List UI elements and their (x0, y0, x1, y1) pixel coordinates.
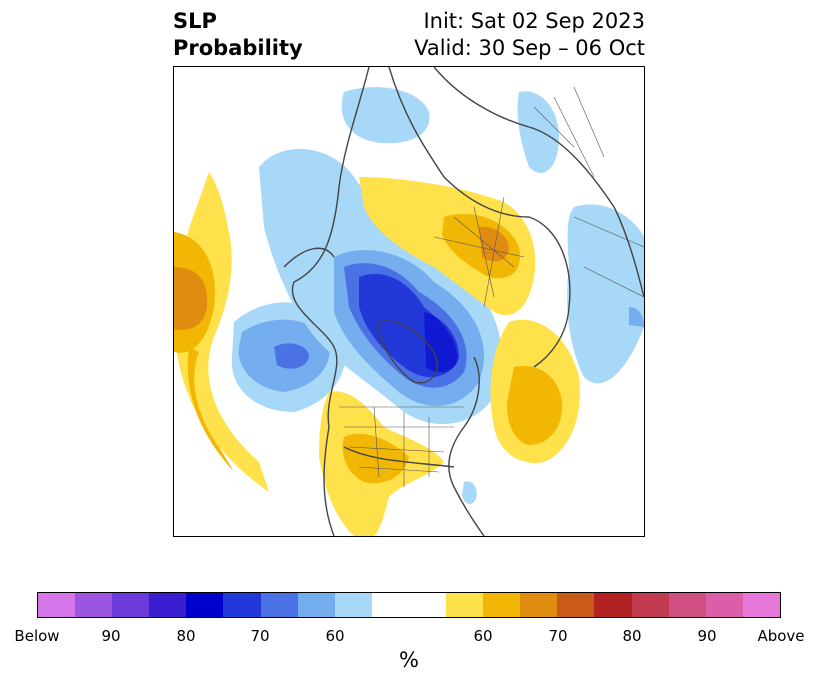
above-region-atlantic (462, 319, 580, 504)
political-borders (339, 86, 644, 487)
colorbar-tick-label: Above (757, 627, 805, 645)
colorbar-segment (520, 593, 558, 617)
map-panel (173, 66, 645, 537)
coastlines (283, 67, 644, 536)
colorbar-segment (631, 593, 669, 617)
colorbar-segment (408, 593, 447, 617)
below-region-europe (341, 87, 559, 173)
colorbar-segment (38, 593, 76, 617)
map-title: SLP Probability (173, 8, 303, 62)
above-region-pacific (174, 172, 269, 492)
colorbar-unit: % (399, 648, 419, 672)
map-dates: Init: Sat 02 Sep 2023 Valid: 30 Sep – 06… (414, 8, 645, 62)
probability-map (174, 67, 644, 536)
colorbar-segment (149, 593, 187, 617)
colorbar-segment (186, 593, 224, 617)
above-region-us (319, 391, 444, 536)
colorbar-tick-label: 80 (622, 627, 642, 645)
colorbar-segment (371, 593, 409, 617)
colorbar-segment (742, 593, 780, 617)
colorbar-segment (705, 593, 743, 617)
colorbar-segment (446, 593, 484, 617)
probability-colorbar (37, 592, 781, 618)
colorbar-segment (112, 593, 150, 617)
valid-date: Valid: 30 Sep – 06 Oct (414, 36, 645, 60)
colorbar-segment (297, 593, 335, 617)
above-region-russia (359, 177, 536, 316)
colorbar-segment (223, 593, 261, 617)
colorbar-tick-label: 90 (697, 627, 717, 645)
colorbar-segment (75, 593, 113, 617)
colorbar-tick-label: 60 (473, 627, 493, 645)
colorbar-tick-label: Below (14, 627, 60, 645)
colorbar-tick-label: 80 (176, 627, 196, 645)
init-date: Init: Sat 02 Sep 2023 (423, 9, 645, 33)
colorbar-segment (334, 593, 372, 617)
colorbar-tick-label: 70 (250, 627, 270, 645)
colorbar-segment (483, 593, 521, 617)
colorbar-segment (668, 593, 706, 617)
colorbar-segment (557, 593, 595, 617)
colorbar-tick-label: 70 (548, 627, 568, 645)
colorbar-tick-label: 90 (101, 627, 121, 645)
colorbar-segment (260, 593, 298, 617)
title-line-1: SLP (173, 9, 217, 33)
below-region-siberia (567, 204, 644, 384)
colorbar-segment (594, 593, 632, 617)
title-line-2: Probability (173, 36, 303, 60)
colorbar-tick-label: 60 (325, 627, 345, 645)
